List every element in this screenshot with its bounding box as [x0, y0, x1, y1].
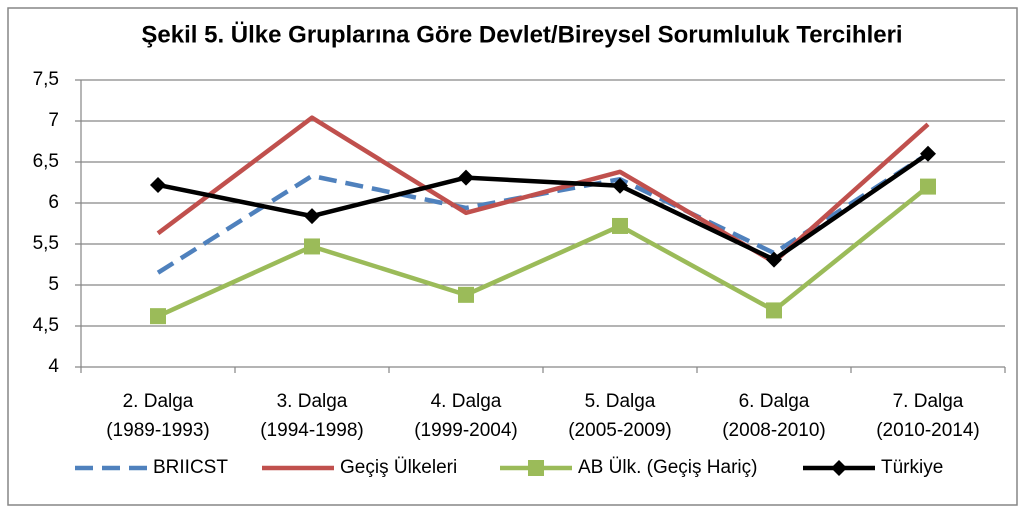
y-tick-label: 6 [48, 192, 59, 213]
chart-title: Şekil 5. Ülke Gruplarına Göre Devlet/Bir… [141, 21, 902, 48]
marker-diamond [766, 251, 782, 268]
y-tick-label: 6,5 [33, 151, 59, 172]
marker-diamond [150, 176, 166, 193]
x-tick-label: 6. Dalga [739, 391, 810, 412]
marker-diamond [458, 169, 474, 186]
series-line [156, 115, 930, 265]
x-tick-label: (2005-2009) [568, 420, 672, 441]
series-line [157, 184, 930, 319]
marker-square [766, 302, 782, 319]
marker-square [150, 308, 166, 325]
x-tick-label: (2010-2014) [876, 420, 980, 441]
marker-square [458, 286, 474, 303]
marker-square [528, 460, 544, 476]
y-tick-label: 7 [48, 110, 59, 131]
legend-label: Türkiye [881, 457, 943, 478]
series-line [157, 151, 930, 262]
x-tick-label: 4. Dalga [431, 391, 502, 412]
x-tick-label: 5. Dalga [585, 391, 656, 412]
marker-square [612, 217, 628, 234]
y-tick-label: 7,5 [33, 69, 59, 90]
x-tick-label: 7. Dalga [893, 391, 964, 412]
y-tick-label: 5 [48, 274, 59, 295]
x-tick-label: (1999-2004) [414, 420, 518, 441]
x-tick-label: (1994-1998) [260, 420, 364, 441]
x-tick-label: (1989-1993) [106, 420, 210, 441]
x-tick-label: 3. Dalga [277, 391, 348, 412]
marker-square [304, 238, 320, 255]
marker-diamond [304, 208, 320, 225]
legend-label: Geçiş Ülkeleri [340, 457, 457, 478]
marker-diamond [920, 145, 936, 162]
y-tick-label: 4,5 [33, 315, 59, 336]
marker-diamond [831, 460, 847, 476]
y-tick-label: 5,5 [33, 233, 59, 254]
marker-square [920, 178, 936, 195]
legend-label: BRIICST [153, 457, 228, 478]
x-tick-label: 2. Dalga [123, 391, 194, 412]
x-tick-label: (2008-2010) [722, 420, 826, 441]
legend-label: AB Ülk. (Geçiş Hariç) [578, 457, 757, 478]
chart-border [7, 7, 1018, 506]
marker-diamond [612, 177, 628, 194]
y-tick-label: 4 [48, 356, 59, 377]
